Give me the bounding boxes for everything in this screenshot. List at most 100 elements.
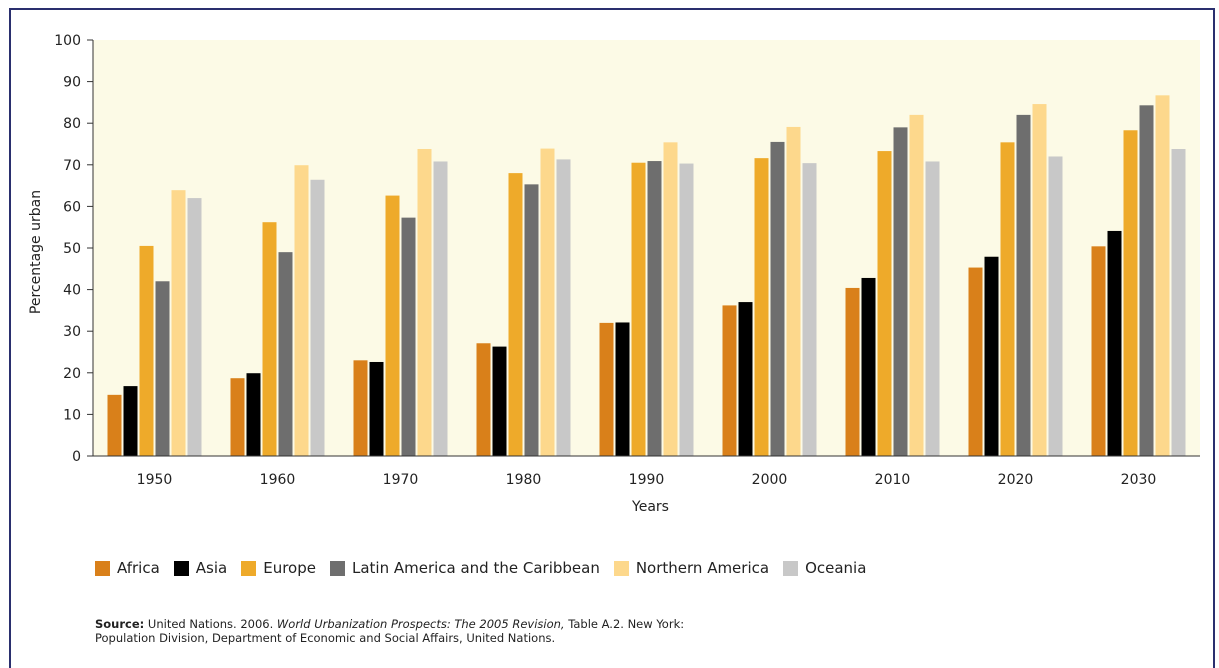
y-tick-label: 90 xyxy=(63,75,81,91)
bar-2010-oceania xyxy=(925,161,940,457)
y-tick-label: 20 xyxy=(63,366,81,382)
bar-1970-oceania xyxy=(433,161,448,457)
bar-2030-northern-america xyxy=(1155,95,1170,456)
bar-2020-asia xyxy=(984,256,999,456)
y-axis-ticks: 0 10 20 30 40 50 60 70 80 90 100 xyxy=(54,33,93,465)
source-label: Source: xyxy=(95,617,145,631)
x-axis-ticks: 1950 1960 1970 1980 1990 2000 2010 2020 2030 xyxy=(137,472,1157,488)
source-line-2: Population Division, Department of Econo… xyxy=(95,631,556,645)
bar-2020-oceania xyxy=(1048,156,1063,457)
x-tick-label-1960: 1960 xyxy=(260,472,296,488)
bar-2030-oceania xyxy=(1171,148,1186,456)
x-tick-label-1970: 1970 xyxy=(383,472,419,488)
legend-label: Northern America xyxy=(635,559,770,577)
bar-1990-latin-america-and-the-caribbean xyxy=(647,161,662,456)
y-axis-title: Percentage urban xyxy=(28,190,44,314)
y-tick-label: 40 xyxy=(63,283,81,299)
legend-swatch xyxy=(95,560,110,576)
y-tick-label: 0 xyxy=(72,449,81,465)
legend-item-europe: Europe xyxy=(241,559,316,577)
bar-1960-europe xyxy=(262,222,277,456)
bar-1950-europe xyxy=(139,245,154,456)
bar-1980-northern-america xyxy=(540,148,555,457)
legend-label: Europe xyxy=(263,559,316,577)
bar-2010-europe xyxy=(877,151,892,456)
bar-2030-africa xyxy=(1091,246,1106,456)
legend-label: Latin America and the Caribbean xyxy=(351,559,600,577)
x-tick-label-2030: 2030 xyxy=(1121,472,1157,488)
legend-item-africa: Africa xyxy=(95,559,160,577)
y-tick-label: 60 xyxy=(63,199,81,215)
bar-1970-europe xyxy=(385,195,400,457)
bar-1970-africa xyxy=(353,360,368,456)
bar-1990-oceania xyxy=(679,163,694,456)
bars-layer xyxy=(107,95,1186,457)
bar-2030-latin-america-and-the-caribbean xyxy=(1139,105,1154,456)
bar-1990-asia xyxy=(615,322,630,456)
bar-1990-europe xyxy=(631,162,646,456)
bar-2010-northern-america xyxy=(909,114,924,456)
legend-label: Asia xyxy=(195,559,228,577)
bar-2030-europe xyxy=(1123,130,1138,456)
y-tick-label: 10 xyxy=(63,407,81,423)
bar-1970-asia xyxy=(369,361,384,456)
bar-1960-oceania xyxy=(310,179,325,456)
legend-swatch xyxy=(173,560,189,576)
bar-1960-asia xyxy=(246,373,261,456)
bar-2000-asia xyxy=(738,302,753,456)
bar-1990-northern-america xyxy=(663,142,678,456)
bar-2010-latin-america-and-the-caribbean xyxy=(893,127,908,457)
source-line-1: Source: United Nations. 2006. World Urba… xyxy=(95,617,1095,631)
legend-item-latin-america-and-the-caribbean: Latin America and the Caribbean xyxy=(329,559,600,577)
bar-2000-oceania xyxy=(802,163,817,457)
x-tick-label-2020: 2020 xyxy=(998,472,1034,488)
bar-2010-africa xyxy=(845,287,860,456)
x-tick-label-1980: 1980 xyxy=(506,472,542,488)
source-title: World Urbanization Prospects: The 2005 R… xyxy=(276,617,565,631)
legend-item-oceania: Oceania xyxy=(783,559,866,577)
bar-1980-asia xyxy=(492,346,507,456)
legend-item-asia: Asia xyxy=(173,559,228,577)
bar-2010-asia xyxy=(861,277,876,456)
x-tick-label-1990: 1990 xyxy=(629,472,665,488)
bar-2020-africa xyxy=(968,267,983,456)
bar-1980-africa xyxy=(476,343,491,456)
bar-1960-northern-america xyxy=(294,165,309,456)
bar-1960-latin-america-and-the-caribbean xyxy=(278,252,293,456)
source-text-before: United Nations. 2006. xyxy=(144,617,277,631)
source-note: Source: United Nations. 2006. World Urba… xyxy=(95,617,1095,645)
bar-1960-africa xyxy=(230,378,245,456)
bar-1950-latin-america-and-the-caribbean xyxy=(155,281,170,456)
bar-1990-africa xyxy=(599,322,614,456)
bar-2020-northern-america xyxy=(1032,104,1047,457)
y-tick-label: 30 xyxy=(63,324,81,340)
legend-label: Oceania xyxy=(805,559,867,577)
bar-2000-northern-america xyxy=(786,126,801,456)
bar-2020-latin-america-and-the-caribbean xyxy=(1016,114,1031,456)
y-tick-label: 70 xyxy=(63,158,81,174)
bar-1980-latin-america-and-the-caribbean xyxy=(524,184,539,457)
bar-1950-oceania xyxy=(187,198,202,456)
legend-swatch xyxy=(613,560,629,576)
legend-swatch xyxy=(783,560,799,576)
y-tick-label: 50 xyxy=(63,241,81,257)
bar-1950-northern-america xyxy=(171,190,186,456)
source-text-after: Table A.2. New York: xyxy=(564,617,685,631)
bar-2000-latin-america-and-the-caribbean xyxy=(770,141,785,457)
x-tick-label-2000: 2000 xyxy=(752,472,788,488)
legend-swatch xyxy=(241,560,257,576)
x-tick-label-2010: 2010 xyxy=(875,472,911,488)
y-tick-label: 80 xyxy=(63,116,81,132)
bar-1980-oceania xyxy=(556,159,571,456)
legend-item-northern-america: Northern America xyxy=(613,559,770,577)
legend-label: Africa xyxy=(117,559,160,577)
x-axis-title: Years xyxy=(631,499,669,515)
bar-2000-africa xyxy=(722,305,737,456)
legend: Africa Asia Europe Latin America and the Ca… xyxy=(95,559,880,577)
bar-1970-northern-america xyxy=(417,148,432,456)
bar-1970-latin-america-and-the-caribbean xyxy=(401,217,416,456)
bar-2030-asia xyxy=(1107,230,1122,456)
y-tick-label: 100 xyxy=(54,33,81,49)
bar-1950-asia xyxy=(123,386,138,456)
